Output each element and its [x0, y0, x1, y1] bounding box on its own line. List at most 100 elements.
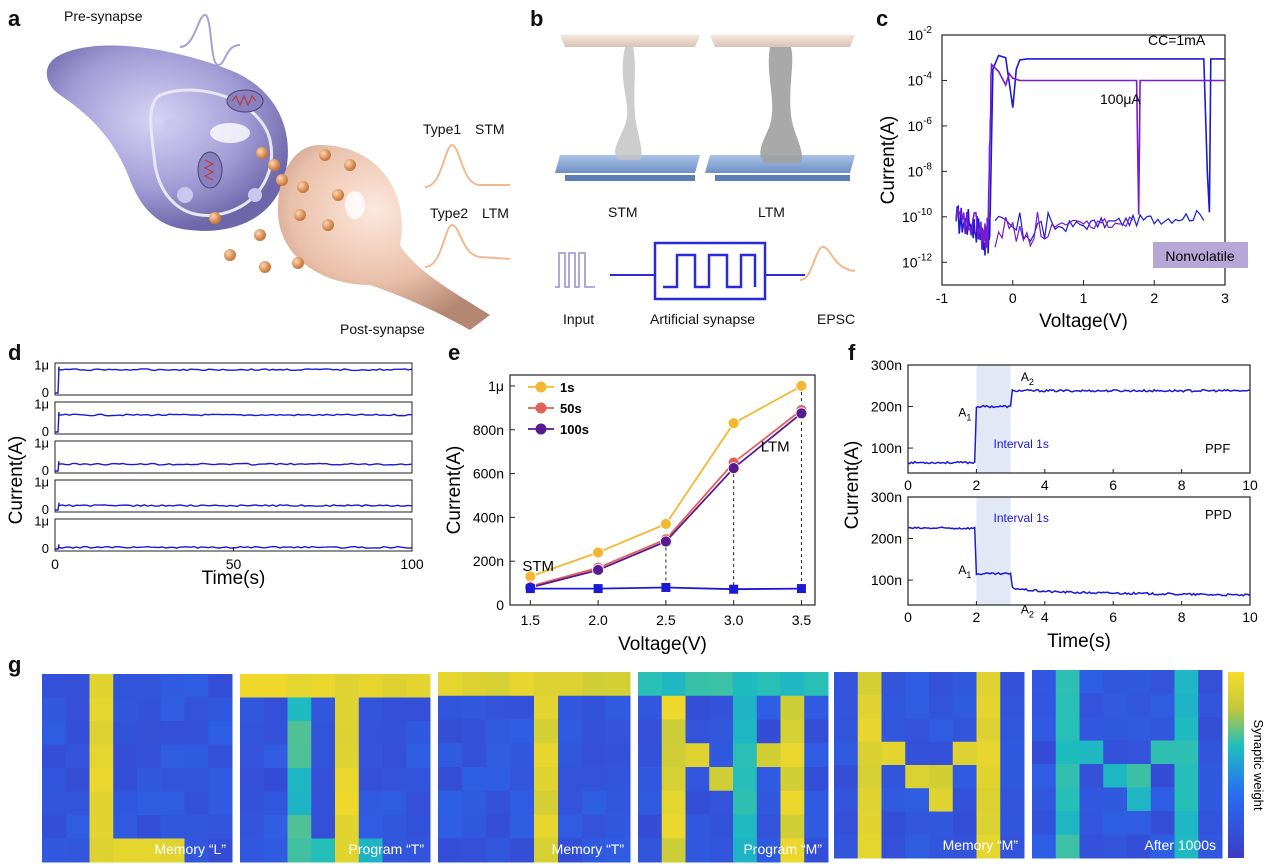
heatmap-cell — [905, 718, 930, 743]
stm-pulse-icon — [424, 143, 510, 188]
heatmap-caption: Memory “M” — [943, 837, 1019, 853]
heatmap-cell — [780, 719, 805, 744]
heatmap-cell — [113, 838, 138, 863]
heatmap-cell — [382, 674, 407, 698]
heatmap-cell — [756, 743, 781, 768]
heatmap-cell — [881, 695, 906, 719]
panel-label-e: e — [448, 340, 461, 365]
interval-label: Interval 1s — [994, 437, 1049, 451]
heatmap-cell — [661, 767, 686, 792]
heatmap-cell — [287, 697, 312, 722]
x-tick-label: 2 — [973, 477, 981, 493]
x-axis-label: Time(s) — [1047, 631, 1111, 652]
heatmap-cell — [89, 815, 114, 839]
heatmap-cell — [438, 719, 463, 744]
x-axis-label: Voltage(V) — [1039, 311, 1128, 330]
heatmap-cell — [137, 744, 162, 769]
heatmap-cell — [834, 788, 859, 812]
heatmap-cell — [857, 834, 882, 859]
heatmap-cell — [1103, 693, 1128, 718]
legend-marker — [535, 423, 547, 435]
heatmap-cell — [1032, 834, 1057, 859]
heatmap-cell — [534, 838, 559, 863]
heatmap-cell — [42, 697, 67, 722]
heatmap-cell — [534, 767, 559, 792]
heatmap-cell — [952, 695, 977, 719]
heatmap-cell — [929, 765, 954, 789]
ltm-device-label: LTM — [758, 204, 785, 220]
heatmap-cell — [335, 768, 360, 792]
heatmap-cell — [1032, 811, 1057, 835]
heatmap-cell — [881, 788, 906, 812]
heatmap-cell — [382, 721, 407, 745]
x-tick-label: 4 — [1041, 477, 1049, 493]
plot-frame — [509, 374, 816, 606]
heatmap-cell — [905, 834, 930, 859]
heatmap-cell — [857, 718, 882, 743]
heatmap-cell — [929, 672, 954, 696]
subplot-ytick-label: 1μ — [34, 397, 49, 412]
series-point — [592, 564, 605, 576]
heatmap-cell — [382, 744, 407, 769]
heatmap-caption: Program “M” — [743, 841, 822, 857]
heatmap-cell — [857, 811, 882, 836]
y-tick-label: 100n — [871, 572, 902, 588]
heatmap-cell — [65, 791, 90, 816]
heatmap-cell — [510, 790, 535, 815]
heatmap-cell — [438, 695, 463, 720]
input-label: Input — [563, 311, 595, 327]
heatmap-cell — [1174, 834, 1199, 859]
heatmap-cell — [1150, 811, 1175, 835]
heatmap-cell — [1198, 717, 1223, 741]
heatmap-cell — [89, 791, 114, 816]
heatmap-cell — [160, 674, 185, 698]
heatmap-cell — [1150, 717, 1175, 741]
x-tick-label: 2.0 — [588, 612, 608, 628]
legend-label: 100s — [560, 422, 589, 437]
x-tick-label: 2.5 — [656, 612, 676, 628]
ltm-pulse-icon — [424, 223, 511, 268]
heatmap-cell — [1055, 834, 1080, 859]
y-axis-label: Current(A) — [878, 116, 899, 205]
heatmap-cell — [382, 838, 407, 863]
heatmap-cell — [1055, 740, 1080, 765]
heatmap-cell — [263, 721, 288, 745]
heatmap-cell — [263, 674, 288, 698]
x-axis-label: Time(s) — [202, 568, 266, 589]
heatmap-cell — [160, 791, 185, 816]
y-tick-label: 10-12 — [902, 252, 932, 270]
heatmap-cell — [952, 672, 977, 696]
heatmap-cell — [263, 768, 288, 792]
heatmap-cell — [137, 791, 162, 816]
heatmap-cell — [804, 743, 829, 768]
heatmap-cell — [582, 838, 607, 863]
heatmap-cell — [65, 815, 90, 839]
series-point — [796, 584, 806, 594]
heatmap-cell — [1032, 670, 1057, 694]
presynapse-spike-icon — [179, 13, 241, 67]
heatmap-cell — [65, 838, 90, 863]
colorbar — [1228, 672, 1244, 858]
heatmap-cell — [462, 719, 487, 744]
heatmap-cell — [804, 838, 829, 863]
heatmap-cell — [929, 788, 954, 812]
heatmap-cell — [1000, 718, 1025, 743]
heatmap-cell — [1000, 741, 1025, 766]
current-trace — [907, 388, 1251, 465]
device-schematic — [555, 35, 856, 301]
series-point — [727, 462, 740, 474]
heatmap-cell — [1127, 670, 1152, 694]
x-tick-label: 0 — [1009, 290, 1017, 306]
heatmap-cell — [1198, 670, 1223, 694]
heatmap-cell — [335, 791, 360, 816]
y-tick-label: 10-8 — [908, 161, 933, 179]
chart-e-voltage-current: 1.5 2.0 2.5 3.0 3.5 0 200n 400n 600n 800n 1μ Voltag… — [444, 374, 816, 655]
y-tick-label: 300n — [871, 489, 902, 505]
series-point — [593, 584, 603, 594]
heatmap-cell — [558, 695, 583, 720]
heatmap-cell — [1174, 811, 1199, 835]
y-axis-label: Current(A) — [842, 441, 863, 530]
heatmap-cell — [287, 744, 312, 769]
heatmap-cell — [638, 695, 663, 720]
